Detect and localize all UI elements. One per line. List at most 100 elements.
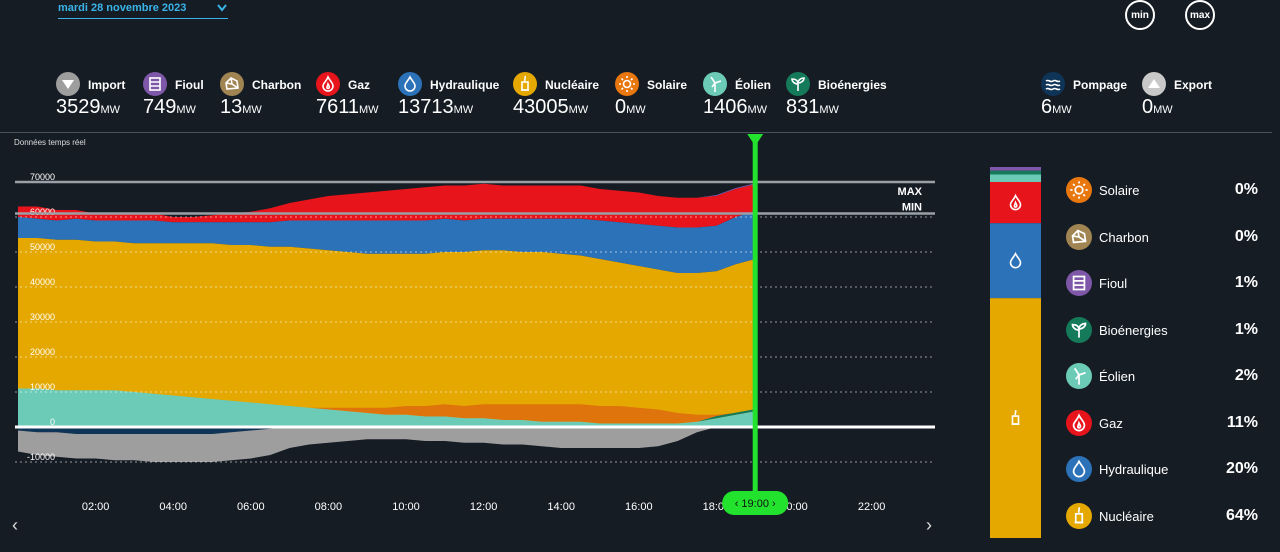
- pompage-icon: [1041, 72, 1065, 96]
- exchange-name: Pompage: [1073, 78, 1128, 92]
- share-legend-item: Solaire 0%: [1066, 177, 1266, 203]
- x-tick-label: 12:00: [470, 501, 498, 513]
- prev-day-button[interactable]: ‹: [12, 515, 18, 535]
- x-tick-label: 16:00: [625, 501, 653, 513]
- max-label: MAX: [898, 186, 923, 198]
- stack-segment-fioul: [990, 167, 1041, 171]
- hydraulique-icon: [1066, 456, 1092, 482]
- max-button[interactable]: max: [1185, 0, 1215, 30]
- x-tick-label: 06:00: [237, 501, 265, 513]
- import-icon: [56, 72, 80, 96]
- bioenergies-icon: [1066, 316, 1092, 343]
- nucleaire-icon: [1066, 502, 1092, 529]
- x-tick-label: 14:00: [547, 501, 575, 513]
- source-value: 0MW: [615, 96, 646, 118]
- share-legend-item: Bioénergies 1%: [1066, 316, 1266, 343]
- source-name: Nucléaire: [545, 78, 600, 92]
- share-legend-percent: 64%: [1225, 506, 1258, 524]
- x-tick-label: 22:00: [858, 501, 886, 513]
- source-value: 749MW: [143, 96, 196, 118]
- cursor-handle[interactable]: [722, 491, 789, 515]
- source-name: Import: [88, 78, 126, 92]
- source-name: Bioénergies: [818, 78, 887, 92]
- hydraulique-icon: [398, 72, 422, 96]
- stack-segment-eolien: [990, 174, 1041, 182]
- x-tick-label: 04:00: [159, 501, 187, 513]
- source-name: Éolien: [735, 78, 772, 92]
- share-legend-item: Éolien 2%: [1066, 363, 1266, 389]
- x-tick-label: 02:00: [82, 501, 110, 513]
- share-legend-item: Gaz 11%: [1066, 409, 1266, 436]
- hydraulique-area: [18, 211, 756, 273]
- production-chart[interactable]: -10000 0 10000 20000 30000 40000 50000 60000 700…: [0, 130, 960, 530]
- cursor-top-arrow[interactable]: [747, 134, 764, 146]
- source-name: Charbon: [252, 78, 302, 92]
- share-stack-bar: [990, 167, 1041, 538]
- export-icon: [1142, 72, 1166, 96]
- share-legend-percent: 0%: [1234, 181, 1258, 198]
- share-legend-percent: 1%: [1234, 320, 1258, 338]
- source-value: 831MW: [786, 96, 839, 118]
- eolien-icon: [703, 72, 727, 96]
- bioenergies-icon: [786, 72, 810, 96]
- min-button[interactable]: min: [1125, 0, 1155, 30]
- next-day-button[interactable]: ›: [926, 515, 932, 535]
- x-tick-label: 10:00: [392, 501, 420, 513]
- share-legend-item: Charbon 0%: [1066, 223, 1266, 250]
- share-legend-item: Nucléaire 64%: [1066, 502, 1266, 529]
- nucleaire-icon: [513, 72, 537, 96]
- x-tick-label: 08:00: [315, 501, 343, 513]
- y-tick-label: 10000: [30, 382, 55, 392]
- share-legend-item: Fioul 1%: [1066, 270, 1266, 296]
- stack-segment-bioenergies: [990, 170, 1041, 175]
- y-tick-label: 30000: [30, 312, 55, 322]
- share-legend-name: Hydraulique: [1099, 462, 1169, 477]
- share-legend-name: Bioénergies: [1099, 322, 1168, 338]
- hydraulique-icon: [1009, 251, 1022, 269]
- fioul-icon: [1066, 270, 1092, 296]
- gaz-icon: [1066, 409, 1092, 436]
- stack-segment-hydraulique: [990, 223, 1041, 299]
- source-value: 1406MW: [703, 96, 768, 118]
- gaz-icon: [1009, 193, 1022, 211]
- solaire-icon: [615, 72, 639, 96]
- y-tick-label: 50000: [30, 242, 55, 252]
- source-value: 13MW: [220, 96, 262, 118]
- y-tick-label: 40000: [30, 277, 55, 287]
- eolien-area: [18, 388, 756, 427]
- date-underline: [58, 18, 228, 19]
- share-legend-percent: 2%: [1234, 367, 1258, 384]
- import-area: [18, 427, 756, 462]
- share-legend-percent: 20%: [1225, 460, 1258, 477]
- nucleaire-icon: [1011, 409, 1020, 425]
- source-value: 3529MW: [56, 96, 121, 118]
- source-name: Hydraulique: [430, 78, 500, 92]
- chevron-down-icon[interactable]: [216, 2, 228, 14]
- orange-overlay-area: [18, 388, 756, 424]
- time-cursor[interactable]: ‹ 19:00 ›: [722, 134, 789, 515]
- y-tick-label: 70000: [30, 172, 55, 182]
- header-separator: [0, 132, 1272, 133]
- realtime-label: Données temps réel: [14, 138, 86, 147]
- y-tick-label: 60000: [30, 207, 55, 217]
- share-legend-item: Hydraulique 20%: [1066, 456, 1266, 482]
- share-legend-name: Charbon: [1099, 229, 1149, 245]
- cursor-time-label[interactable]: ‹ 19:00 ›: [735, 498, 776, 510]
- eolien-icon: [1066, 363, 1092, 389]
- export-area: [18, 427, 756, 434]
- share-legend-name: Fioul: [1099, 276, 1128, 291]
- exchange-name: Export: [1174, 78, 1213, 92]
- source-name: Fioul: [175, 78, 204, 92]
- fioul-icon: [143, 72, 167, 96]
- share-legend-name: Gaz: [1099, 415, 1123, 431]
- solaire-icon: [1066, 177, 1092, 203]
- share-legend-name: Solaire: [1099, 183, 1140, 198]
- share-legend-percent: 0%: [1234, 227, 1258, 245]
- share-legend-percent: 1%: [1234, 274, 1258, 291]
- date-label[interactable]: mardi 28 novembre 2023: [58, 2, 187, 14]
- charbon-icon: [220, 72, 244, 96]
- y-tick-label: 20000: [30, 347, 55, 357]
- charbon-icon: [1066, 223, 1092, 250]
- exchange-value: 6MW: [1041, 96, 1072, 118]
- source-value: 13713MW: [398, 96, 474, 118]
